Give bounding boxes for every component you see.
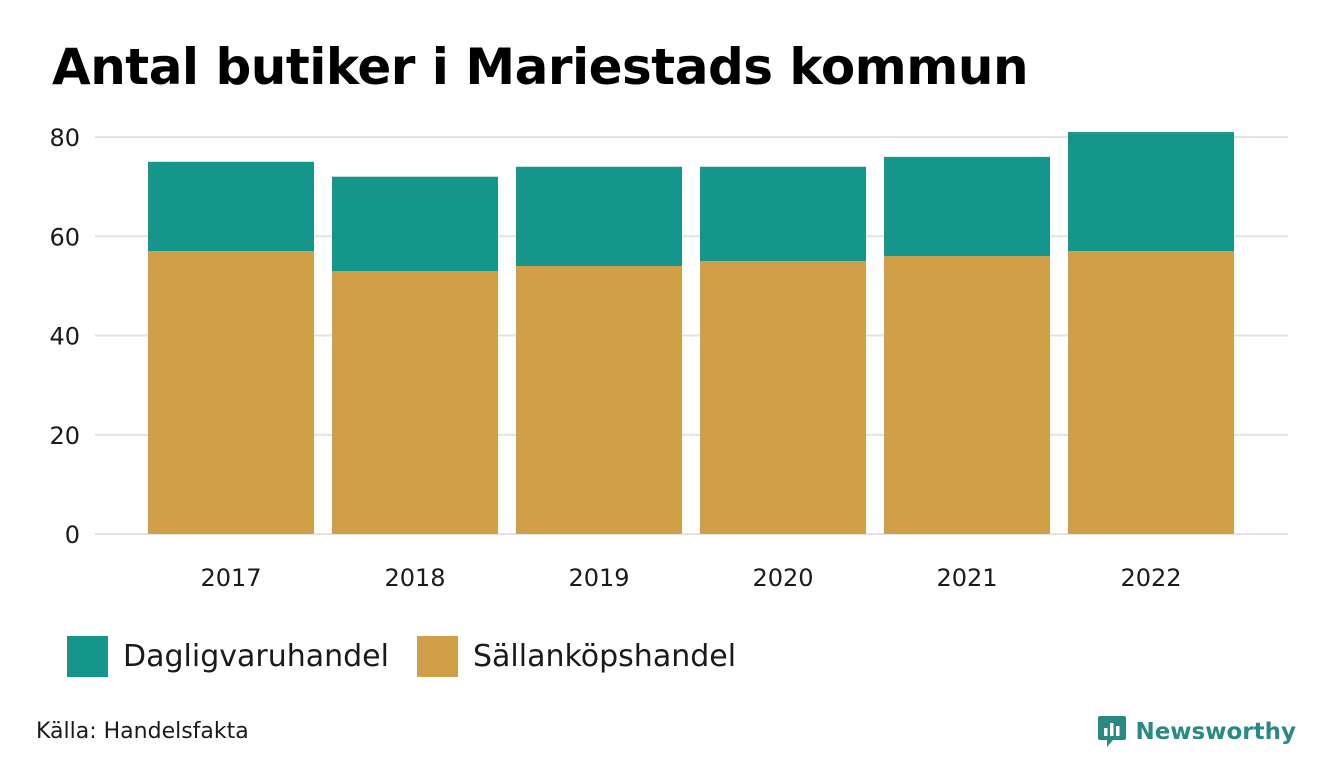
bar-dagligvaruhandel-2017 — [148, 161, 314, 252]
x-tick-label: 2022 — [1120, 564, 1181, 592]
x-tick-label: 2021 — [936, 564, 997, 592]
y-tick-label: 0 — [65, 521, 80, 549]
legend-swatch-sallankopshandel — [416, 636, 458, 677]
bar-sllankpshandel-2018 — [332, 270, 498, 534]
bar-dagligvaruhandel-2020 — [700, 166, 866, 262]
bar-sllankpshandel-2017 — [148, 251, 314, 534]
brand-logo[interactable]: Newsworthy — [1097, 714, 1296, 750]
bar-sllankpshandel-2021 — [884, 256, 1050, 534]
chart-title: Antal butiker i Mariestads kommun — [52, 38, 1029, 96]
bar-chart: 0 20 40 60 80 2017 2018 2019 2020 2021 2022 — [49, 124, 1288, 592]
bar-sllankpshandel-2022 — [1068, 251, 1234, 534]
legend-swatch-dagligvaruhandel — [67, 636, 108, 677]
chart-legend: Dagligvaruhandel Sällanköpshandel — [67, 636, 764, 677]
x-tick-label: 2019 — [568, 564, 629, 592]
legend-label-sallankopshandel: Sällanköpshandel — [472, 639, 737, 674]
legend-item-dagligvaruhandel: Dagligvaruhandel — [67, 636, 389, 677]
newsworthy-logo-icon — [1098, 716, 1127, 747]
y-tick-label: 80 — [49, 124, 80, 152]
source-note: Källa: Handelsfakta — [36, 719, 249, 744]
x-tick-label: 2020 — [752, 564, 813, 592]
y-tick-label: 20 — [49, 422, 80, 450]
bar-sllankpshandel-2020 — [700, 261, 866, 534]
bar-dagligvaruhandel-2022 — [1068, 132, 1234, 252]
bar-dagligvaruhandel-2018 — [332, 176, 498, 271]
bar-dagligvaruhandel-2021 — [884, 156, 1050, 257]
bar-dagligvaruhandel-2019 — [516, 166, 682, 267]
x-tick-label: 2018 — [384, 564, 445, 592]
brand-name: Newsworthy — [1135, 719, 1296, 745]
legend-item-sallankopshandel: Sällanköpshandel — [416, 636, 737, 677]
y-tick-label: 60 — [49, 223, 80, 251]
x-tick-label: 2017 — [200, 564, 261, 592]
legend-label-dagligvaruhandel: Dagligvaruhandel — [123, 639, 389, 674]
y-tick-label: 40 — [49, 323, 80, 351]
bar-sllankpshandel-2019 — [516, 266, 682, 534]
